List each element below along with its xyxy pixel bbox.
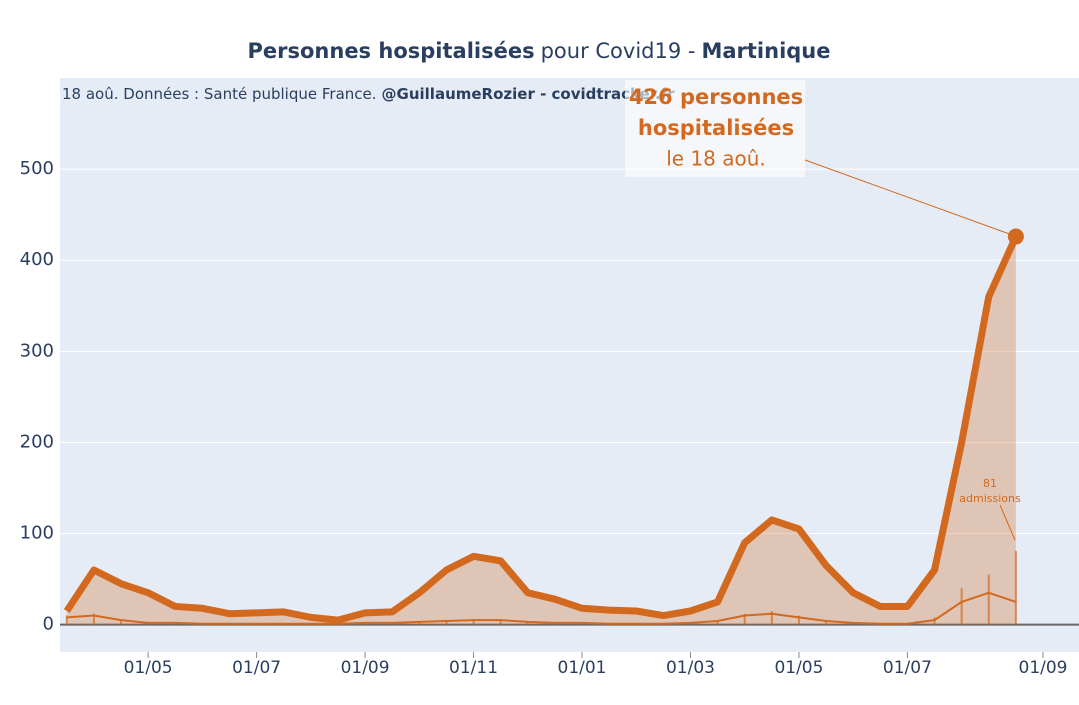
plot-background [60,78,1079,652]
bar [770,611,773,625]
area [66,236,1016,625]
marks [63,228,1024,625]
annotations: 426 personnes hospitalisées le 18 aoû. 8… [625,80,1021,541]
x-tick-label: 01/07 [232,658,281,678]
x-tick-label: 01/09 [341,658,390,678]
y-tick-label: 100 [20,523,54,544]
bar [825,620,828,625]
annotation-text: le 18 aoû. [666,147,766,171]
bar [445,620,448,625]
x-tick-label: 01/11 [449,658,498,678]
last-point [1007,228,1024,245]
line [63,235,1020,624]
bar [608,622,611,625]
bar [92,613,95,625]
bar [1014,550,1017,625]
bar [201,623,204,625]
y-tick-label: 200 [20,431,54,452]
bar [553,621,556,625]
bar [716,620,719,625]
bar [472,619,475,625]
bar [879,623,882,625]
x-tick-label: 01/01 [558,658,607,678]
annotation-box [625,80,805,177]
bar [581,622,584,625]
x-tick-label: 01/03 [666,658,715,678]
annotation-arrow [999,504,1016,541]
bar [418,621,421,625]
bar [689,621,692,625]
bar [499,619,502,625]
subtitle-part: 18 aoû. Données : Santé publique France. [62,85,377,103]
bar [852,622,855,625]
annotation-text: hospitalisées [638,116,794,140]
bar [65,615,68,625]
bar [635,623,638,625]
bar [309,623,312,625]
grid [60,168,1079,658]
bar [282,623,285,625]
bar [147,621,150,625]
x-tick-label: 01/05 [124,658,173,678]
line [66,591,1017,625]
bar [906,622,909,625]
y-tick-label: 500 [20,158,54,179]
annotation-text: 426 personnes [629,85,803,109]
bar [336,623,339,625]
bar [364,622,367,625]
x-tick-label: 01/05 [774,658,823,678]
annotation-arrow [804,159,1016,237]
bar [174,622,177,625]
title-part: Personnes hospitalisées [248,39,535,63]
x-tick-label: 01/07 [883,658,932,678]
bar [987,574,990,625]
title-part: Martinique [701,39,830,63]
y-tick-label: 400 [20,249,54,270]
y-tick-label: 0 [43,614,54,635]
subtitle-part: @GuillaumeRozier - covidtracker.fr [382,85,676,103]
annotation-text: 81 [983,477,997,490]
x-tick-label: 01/09 [1019,658,1068,678]
bar [743,613,746,625]
bar [228,623,231,625]
bar [662,623,665,625]
annotation-text: admissions [959,492,1021,505]
bar [960,588,963,625]
y-tick-label: 300 [20,340,54,361]
bar [526,621,529,625]
bar [255,623,258,625]
bar [391,621,394,625]
bar [933,617,936,625]
bar [797,615,800,625]
title-part: pour Covid19 - [541,39,696,63]
subtitle: 18 aoû. Données : Santé publique France.… [62,85,675,103]
chart-title: Personnes hospitalisées pour Covid19 - Mar… [248,39,831,63]
bar [120,619,123,625]
